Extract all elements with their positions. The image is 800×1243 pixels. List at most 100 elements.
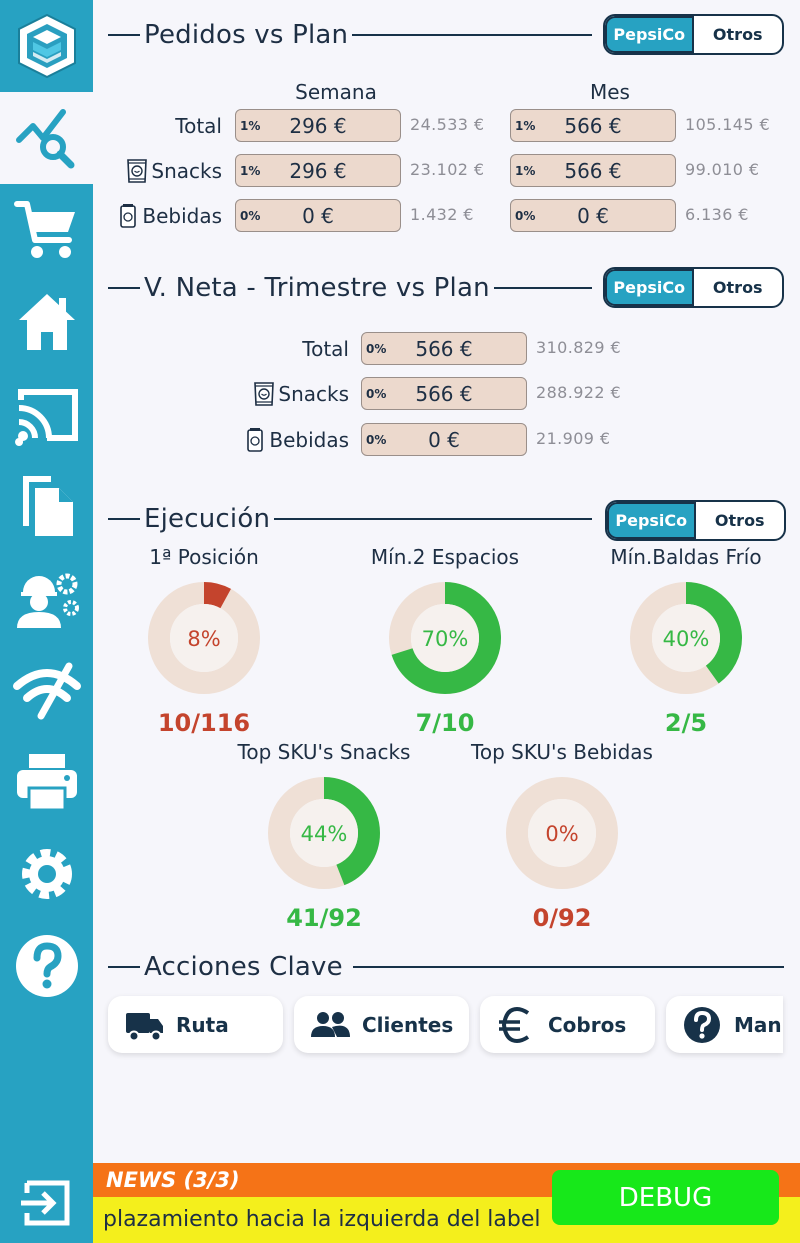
- neta-value: 566 €: [415, 336, 473, 361]
- pedidos-toggle[interactable]: PepsiCo Otros: [603, 14, 784, 55]
- logout-button[interactable]: [0, 1163, 93, 1243]
- worker-settings-icon: [16, 573, 79, 628]
- nav-help[interactable]: [0, 920, 93, 1012]
- drink-can-icon: [247, 427, 264, 452]
- donut-chart: 70%: [389, 582, 501, 694]
- month-ref: 105.145 €: [685, 115, 771, 134]
- neta-row-label: Bebidas: [230, 423, 349, 456]
- neta-toggle-pepsico[interactable]: PepsiCo: [605, 269, 694, 306]
- neta-pct: 0%: [366, 386, 387, 401]
- pedidos-month-box: 0% 0 €: [510, 199, 676, 232]
- donut-arc: [389, 582, 501, 694]
- month-pct: 1%: [515, 118, 536, 133]
- nav-wifi[interactable]: [0, 644, 93, 736]
- donut-arc: [148, 582, 260, 694]
- neta-toggle-otros[interactable]: Otros: [712, 278, 763, 297]
- nav-documents[interactable]: [0, 460, 93, 552]
- manual-label: Manu: [734, 1012, 783, 1037]
- donut-title: Top SKU's Snacks: [237, 740, 411, 764]
- ruta-button[interactable]: Ruta: [108, 996, 283, 1053]
- donut-title: Mín.2 Espacios: [370, 545, 520, 569]
- help-circle-icon: [684, 1006, 720, 1043]
- col-semana: Semana: [295, 80, 377, 104]
- donut-count: 2/5: [664, 709, 708, 737]
- week-value: 296 €: [289, 113, 347, 138]
- donut-title: Top SKU's Bebidas: [471, 740, 653, 764]
- neta-box: 0% 0 €: [361, 423, 527, 456]
- pedidos-week-box: 1% 296 €: [235, 154, 401, 187]
- neta-pct: 0%: [366, 341, 387, 356]
- manual-button[interactable]: Manu: [666, 996, 783, 1053]
- week-pct: 1%: [240, 163, 261, 178]
- donut-hole: [170, 604, 238, 672]
- nav-analytics[interactable]: [0, 92, 93, 184]
- donut-chart: 44%: [268, 777, 380, 889]
- nav-cast[interactable]: [0, 368, 93, 460]
- nav-settings[interactable]: [0, 828, 93, 920]
- donut-title: Mín.Baldas Frío: [610, 545, 762, 569]
- printer-icon: [16, 754, 77, 812]
- drink-can-icon: [120, 203, 137, 228]
- wifi-off-icon: [12, 662, 81, 720]
- clientes-label: Clientes: [362, 1012, 454, 1037]
- neta-value: 0 €: [428, 427, 460, 452]
- pedidos-row-label: Bebidas: [108, 199, 222, 232]
- donut-pct: 8%: [187, 627, 220, 651]
- neta-toggle[interactable]: PepsiCo Otros: [603, 267, 784, 308]
- pedidos-row-label: Total: [175, 113, 222, 138]
- nav-home[interactable]: [0, 276, 93, 368]
- pedidos-toggle-pepsico[interactable]: PepsiCo: [605, 16, 694, 53]
- donut-arc: [268, 777, 380, 889]
- donut-chart: 40%: [630, 582, 742, 694]
- donut-count: 10/116: [157, 709, 251, 737]
- donut-chart: 8%: [148, 582, 260, 694]
- pedidos-week-box: 0% 0 €: [235, 199, 401, 232]
- neta-box: 0% 566 €: [361, 332, 527, 365]
- snack-bag-icon: [254, 381, 275, 406]
- ejecucion-toggle-otros[interactable]: Otros: [714, 511, 765, 530]
- donut-count: 41/92: [286, 904, 362, 932]
- pedidos-month-box: 1% 566 €: [510, 109, 676, 142]
- neta-header: V. Neta - Trimestre vs Plan: [108, 273, 592, 303]
- donut-chart: 0%: [506, 777, 618, 889]
- week-pct: 0%: [240, 208, 261, 223]
- logo-icon: [17, 13, 76, 79]
- ejecucion-toggle[interactable]: PepsiCo Otros: [605, 500, 786, 541]
- euro-icon: [499, 1006, 530, 1043]
- neta-title: V. Neta - Trimestre vs Plan: [144, 273, 490, 303]
- gear-icon: [21, 849, 72, 899]
- month-value: 566 €: [564, 158, 622, 183]
- nav-cart[interactable]: [0, 184, 93, 276]
- donut-pct: 70%: [422, 627, 469, 651]
- donut-count: 0/92: [532, 904, 592, 932]
- neta-ref: 288.922 €: [536, 383, 622, 402]
- month-pct: 1%: [515, 163, 536, 178]
- pedidos-week-box: 1% 296 €: [235, 109, 401, 142]
- debug-button[interactable]: DEBUG: [552, 1170, 779, 1225]
- donut-pct: 0%: [545, 822, 578, 846]
- nav-worker-settings[interactable]: [0, 552, 93, 644]
- donut-pct: 40%: [663, 627, 710, 651]
- donut-hole: [411, 604, 479, 672]
- donut-count: 7/10: [415, 709, 475, 737]
- donut-hole: [528, 799, 596, 867]
- neta-value: 566 €: [415, 381, 473, 406]
- people-icon: [311, 1011, 350, 1037]
- pedidos-header: Pedidos vs Plan: [108, 20, 592, 50]
- sidebar: [0, 0, 93, 1243]
- donut-title: 1ª Posición: [149, 545, 259, 569]
- month-ref: 99.010 €: [685, 160, 760, 179]
- week-ref: 23.102 €: [410, 160, 485, 179]
- help-icon: [15, 935, 78, 997]
- cart-icon: [13, 201, 75, 258]
- cobros-button[interactable]: Cobros: [480, 996, 655, 1053]
- month-value: 566 €: [564, 113, 622, 138]
- nav-printer[interactable]: [0, 736, 93, 828]
- ejecucion-toggle-pepsico[interactable]: PepsiCo: [607, 502, 696, 539]
- pedidos-toggle-otros[interactable]: Otros: [712, 25, 763, 44]
- pedidos-row-label: Snacks: [108, 154, 222, 187]
- week-ref: 24.533 €: [410, 115, 485, 134]
- snack-bag-icon: [127, 158, 148, 183]
- neta-row-label: Snacks: [230, 377, 349, 410]
- clientes-button[interactable]: Clientes: [294, 996, 469, 1053]
